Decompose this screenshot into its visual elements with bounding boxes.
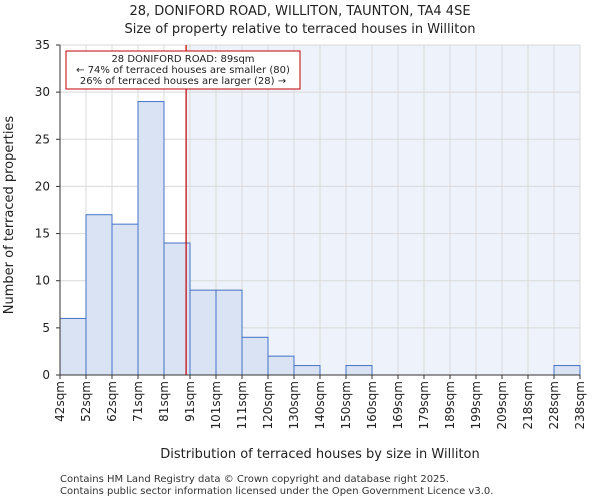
bar bbox=[241, 336, 269, 376]
x-tick-label: 71sqm bbox=[131, 381, 145, 422]
bar bbox=[553, 365, 581, 376]
x-tick-label: 160sqm bbox=[365, 381, 379, 429]
bar bbox=[137, 101, 165, 376]
x-tick-label: 42sqm bbox=[53, 381, 67, 422]
annotation-line-3: 26% of terraced houses are larger (28) → bbox=[80, 76, 286, 87]
footer-line-2: Contains public sector information licen… bbox=[60, 486, 494, 497]
x-tick-label: 209sqm bbox=[495, 381, 509, 429]
bar bbox=[59, 317, 87, 376]
bar bbox=[215, 289, 243, 376]
bar bbox=[189, 289, 217, 376]
x-tick-label: 62sqm bbox=[105, 381, 119, 422]
x-tick-label: 228sqm bbox=[547, 381, 561, 429]
x-tick-label: 111sqm bbox=[235, 381, 249, 429]
y-tick-label: 15 bbox=[35, 227, 50, 241]
chart-title: 28, DONIFORD ROAD, WILLITON, TAUNTON, TA… bbox=[129, 4, 471, 19]
x-tick-label: 199sqm bbox=[469, 381, 483, 429]
y-tick-label: 20 bbox=[35, 179, 50, 193]
y-tick-label: 30 bbox=[35, 85, 50, 99]
bar bbox=[267, 355, 295, 376]
x-tick-label: 81sqm bbox=[157, 381, 171, 422]
y-tick-label: 10 bbox=[35, 274, 50, 288]
x-tick-label: 91sqm bbox=[183, 381, 197, 422]
footer-line-1: Contains HM Land Registry data © Crown c… bbox=[60, 474, 449, 485]
x-tick-label: 52sqm bbox=[79, 381, 93, 422]
x-tick-label: 169sqm bbox=[391, 381, 405, 429]
bar bbox=[85, 214, 113, 376]
x-tick-label: 218sqm bbox=[521, 381, 535, 429]
x-tick-label: 120sqm bbox=[261, 381, 275, 429]
annotation-box: 28 DONIFORD ROAD: 89sqm ← 74% of terrace… bbox=[65, 50, 301, 90]
x-tick-label: 130sqm bbox=[287, 381, 301, 429]
y-tick-label: 0 bbox=[42, 368, 50, 382]
x-tick-label: 238sqm bbox=[573, 381, 587, 429]
y-tick-label: 5 bbox=[42, 321, 50, 335]
x-tick-label: 179sqm bbox=[417, 381, 431, 429]
x-tick-label: 189sqm bbox=[443, 381, 457, 429]
x-tick-label: 140sqm bbox=[313, 381, 327, 429]
bar bbox=[293, 365, 321, 376]
bar bbox=[111, 223, 139, 376]
x-tick-label: 150sqm bbox=[339, 381, 353, 429]
y-axis-label: Number of terraced properties bbox=[2, 116, 17, 315]
annotation-line-2: ← 74% of terraced houses are smaller (80… bbox=[76, 65, 290, 76]
annotation-line-1: 28 DONIFORD ROAD: 89sqm bbox=[111, 54, 254, 65]
highlight-region bbox=[186, 45, 580, 375]
x-axis-label: Distribution of terraced houses by size … bbox=[160, 447, 480, 462]
y-tick-label: 35 bbox=[35, 38, 50, 52]
y-tick-label: 25 bbox=[35, 132, 50, 146]
chart-subtitle: Size of property relative to terraced ho… bbox=[124, 22, 476, 37]
x-tick-label: 101sqm bbox=[209, 381, 223, 429]
bar bbox=[345, 365, 373, 376]
